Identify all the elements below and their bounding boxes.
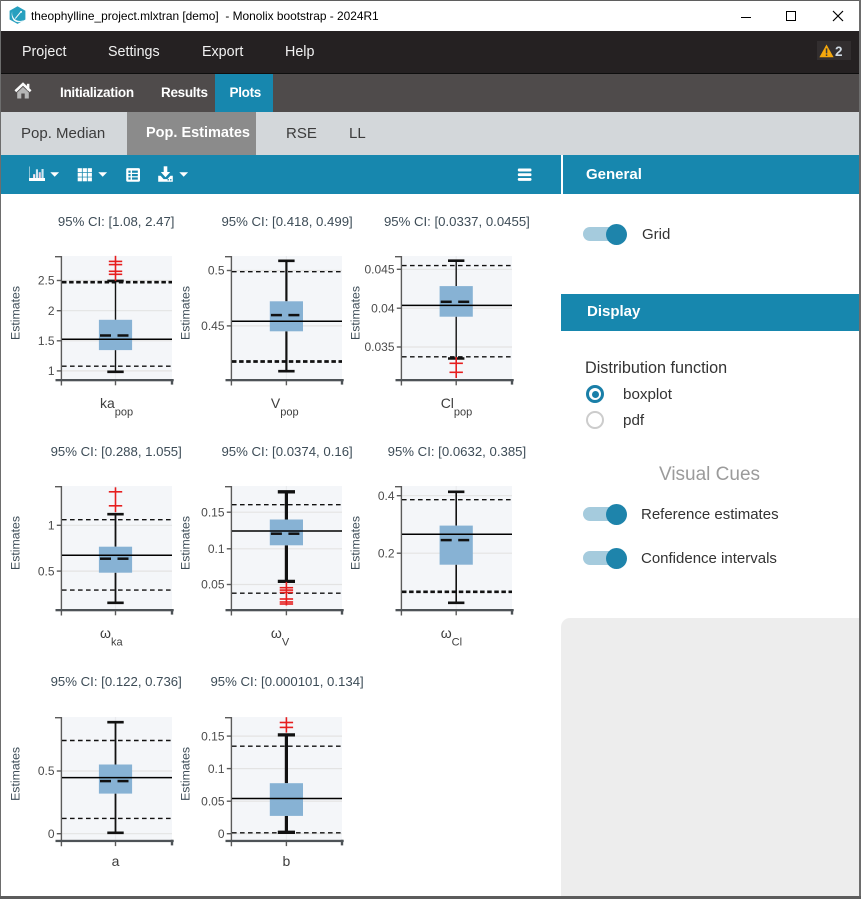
svg-text:Estimates: Estimates [9, 286, 23, 340]
svg-text:ωCl: ωCl [441, 625, 462, 649]
svg-text:Vpop: Vpop [271, 395, 299, 419]
svg-text:95% CI: [0.418, 0.499]: 95% CI: [0.418, 0.499] [221, 214, 352, 229]
svg-text:Clpop: Clpop [441, 395, 473, 419]
svg-text:Estimates: Estimates [349, 516, 363, 570]
svg-text:0.05: 0.05 [201, 578, 225, 592]
svg-text:95% CI: [0.122, 0.736]: 95% CI: [0.122, 0.736] [51, 674, 182, 689]
svg-text:Estimates: Estimates [179, 286, 193, 340]
svg-text:0: 0 [48, 827, 55, 841]
svg-text:0.035: 0.035 [364, 340, 394, 354]
svg-text:0.5: 0.5 [208, 264, 225, 278]
svg-text:95% CI: [0.0374, 0.16]: 95% CI: [0.0374, 0.16] [221, 444, 352, 459]
svg-text:0.5: 0.5 [38, 564, 55, 578]
svg-text:Estimates: Estimates [179, 516, 193, 570]
svg-text:0.45: 0.45 [201, 319, 225, 333]
svg-text:0: 0 [218, 827, 225, 841]
svg-text:95% CI: [0.0632, 0.385]: 95% CI: [0.0632, 0.385] [388, 444, 527, 459]
svg-text:ωka: ωka [100, 625, 123, 649]
svg-text:0.04: 0.04 [371, 301, 395, 315]
svg-text:95% CI: [1.08, 2.47]: 95% CI: [1.08, 2.47] [58, 214, 175, 229]
svg-text:95% CI: [0.0337, 0.0455]: 95% CI: [0.0337, 0.0455] [384, 214, 530, 229]
svg-text:1: 1 [48, 364, 55, 378]
svg-text:0.1: 0.1 [208, 762, 225, 776]
svg-text:0.15: 0.15 [201, 729, 225, 743]
svg-text:1: 1 [48, 519, 55, 533]
svg-text:Estimates: Estimates [179, 747, 193, 801]
svg-text:95% CI: [0.000101, 0.134]: 95% CI: [0.000101, 0.134] [210, 674, 363, 689]
svg-text:0.2: 0.2 [378, 546, 395, 560]
svg-text:kapop: kapop [100, 395, 133, 419]
svg-text:ωV: ωV [271, 625, 290, 649]
svg-text:Estimates: Estimates [9, 516, 23, 570]
svg-text:1.5: 1.5 [38, 334, 55, 348]
svg-text:2.5: 2.5 [38, 274, 55, 288]
svg-text:0.5: 0.5 [38, 764, 55, 778]
svg-text:0.1: 0.1 [208, 542, 225, 556]
svg-text:0.05: 0.05 [201, 794, 225, 808]
svg-text:95% CI: [0.288, 1.055]: 95% CI: [0.288, 1.055] [51, 444, 182, 459]
svg-text:0.15: 0.15 [201, 505, 225, 519]
svg-text:0.4: 0.4 [378, 489, 395, 503]
svg-text:b: b [283, 853, 291, 869]
svg-text:Estimates: Estimates [349, 286, 363, 340]
svg-text:Estimates: Estimates [9, 747, 23, 801]
svg-text:0.045: 0.045 [364, 263, 394, 277]
svg-text:a: a [112, 853, 120, 869]
svg-text:2: 2 [48, 304, 55, 318]
